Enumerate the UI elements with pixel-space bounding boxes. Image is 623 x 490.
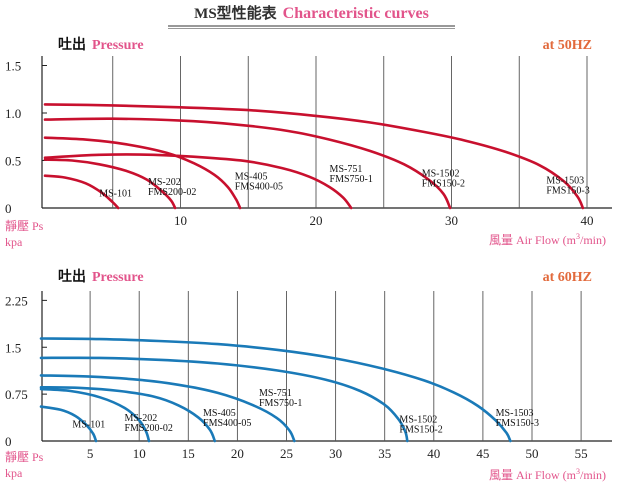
page-title: MS型性能表 Characteristic curves xyxy=(0,2,623,23)
y-tick-label: 1.0 xyxy=(5,106,21,121)
x-tick-label: 40 xyxy=(427,446,440,461)
curve-label-ms-405: FMS400-05 xyxy=(235,182,283,193)
curve-label-ms-202: FMS200-02 xyxy=(124,423,172,434)
x-tick-label: 30 xyxy=(445,213,458,228)
pressure-label-en: Pressure xyxy=(92,270,144,285)
pressure-label: 吐出 Pressure xyxy=(58,36,144,53)
frequency-label: at 60HZ xyxy=(543,270,592,285)
x-tick-label: 10 xyxy=(174,213,187,228)
curve-label-ms-1502: FMS150-2 xyxy=(399,424,442,435)
curve-ms-202 xyxy=(39,387,151,443)
y-axis-unit: kpa xyxy=(5,235,23,249)
curve-ms-405 xyxy=(43,136,242,210)
curve-label-ms-1503: FMS150-3 xyxy=(546,185,589,196)
curve-ms-202 xyxy=(43,158,177,210)
title-english: Characteristic curves xyxy=(282,5,429,22)
curve-ms-1502 xyxy=(39,356,409,443)
curve-ms-751 xyxy=(43,153,353,210)
curve-ms-1503 xyxy=(39,337,512,443)
curve-label-ms-751: MS-751 xyxy=(330,164,363,175)
x-tick-label: 35 xyxy=(378,446,391,461)
x-axis-label-en: Air Flow (m xyxy=(516,233,577,247)
x-axis-label: 風量 Air Flow (m3/min) xyxy=(489,232,606,247)
chart-50hz: 0 0.5 1.0 1.5 10 20 30 40 吐出 Pressure at 50HZ 靜壓 Ps… xyxy=(5,36,612,249)
x-tick-label: 30 xyxy=(329,446,342,461)
curve-label-ms-405: FMS400-05 xyxy=(203,418,251,429)
pressure-label-cn: 吐出 xyxy=(58,36,86,53)
y-tick-label: 0 xyxy=(5,201,12,216)
y-axis-unit: kpa xyxy=(5,466,23,480)
x-axis-label-tail: /min) xyxy=(580,233,606,247)
x-tick-label: 5 xyxy=(87,446,94,461)
x-tick-label: 50 xyxy=(526,446,539,461)
x-axis-label-tail: /min) xyxy=(580,468,606,482)
curve-label-ms-1503: MS-1503 xyxy=(546,175,584,186)
x-axis-label-cn: 風量 xyxy=(489,233,516,247)
y-tick-label: 0.5 xyxy=(5,154,21,169)
title-chinese: MS型性能表 xyxy=(194,6,277,22)
curve-label-ms-751: FMS750-1 xyxy=(259,398,302,409)
curve-label-ms-1503: FMS150-3 xyxy=(496,418,539,429)
x-tick-label: 20 xyxy=(310,213,323,228)
curve-ms-405 xyxy=(39,386,217,443)
curve-ms-101 xyxy=(39,405,98,443)
curve-label-ms-101: MS-101 xyxy=(72,419,105,430)
y-axis-label: 靜壓 Ps xyxy=(5,450,44,464)
y-tick-label: 0.75 xyxy=(5,387,28,402)
pressure-label-en: Pressure xyxy=(92,38,144,53)
y-tick-label: 0 xyxy=(5,434,12,449)
y-tick-label: 1.5 xyxy=(5,59,21,74)
curve-label-ms-202: FMS200-02 xyxy=(148,187,196,198)
curve-label-ms-101: MS-101 xyxy=(99,189,132,200)
x-tick-label: 55 xyxy=(575,446,588,461)
curve-label-ms-202: MS-202 xyxy=(148,177,181,188)
x-axis-label-sup: 3 xyxy=(576,467,580,476)
x-tick-label: 10 xyxy=(133,446,146,461)
curve-label-ms-1502: MS-1502 xyxy=(399,414,437,425)
x-tick-label: 15 xyxy=(182,446,195,461)
x-tick-label: 40 xyxy=(581,213,594,228)
x-axis-label-en: Air Flow (m xyxy=(516,468,577,482)
curve-label-ms-751: MS-751 xyxy=(259,388,292,399)
y-tick-label: 2.25 xyxy=(5,293,28,308)
y-tick-label: 1.5 xyxy=(5,340,21,355)
chart-60hz: 00.751.52.2551015202530354045505560吐出Pre… xyxy=(5,268,612,482)
curve-label-ms-405: MS-405 xyxy=(203,408,236,419)
curve-label-ms-1503: MS-1503 xyxy=(496,408,534,419)
curve-label-ms-202: MS-202 xyxy=(124,413,157,424)
curve-label-ms-751: FMS750-1 xyxy=(330,174,373,185)
curve-label-ms-1502: FMS150-2 xyxy=(422,179,465,190)
x-axis-label-cn: 風量 xyxy=(489,468,516,482)
curve-ms-751 xyxy=(39,374,296,443)
pressure-label-cn: 吐出 xyxy=(58,268,86,285)
curve-label-ms-1502: MS-1502 xyxy=(422,169,460,180)
x-tick-label: 20 xyxy=(231,446,244,461)
x-tick-label: 45 xyxy=(476,446,489,461)
pressure-label: 吐出 Pressure xyxy=(58,268,144,285)
frequency-label: at 50HZ xyxy=(543,38,592,53)
y-axis-label: 靜壓 Ps xyxy=(5,219,44,233)
x-axis-label-sup: 3 xyxy=(576,232,580,241)
curve-ms-1503 xyxy=(43,103,585,210)
curve-ms-1502 xyxy=(43,117,452,210)
x-axis-label: 風量 Air Flow (m3/min) xyxy=(489,467,606,482)
x-tick-label: 25 xyxy=(280,446,293,461)
curve-ms-101 xyxy=(43,174,120,210)
curve-label-ms-405: MS-405 xyxy=(235,172,268,183)
